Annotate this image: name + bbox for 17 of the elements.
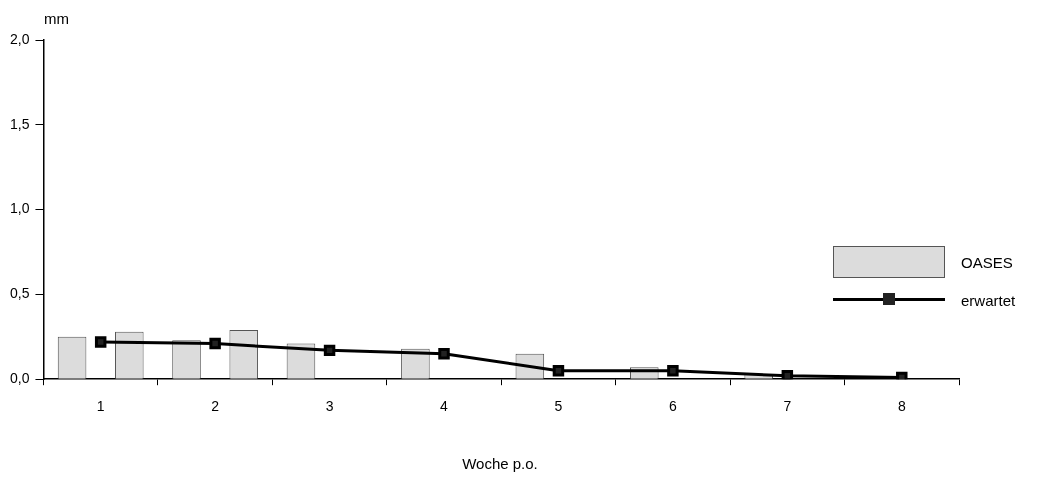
y-tick-label: 0,5 (9, 285, 30, 302)
x-tick-label: 6 (669, 398, 677, 415)
y-tick-label: 0,0 (9, 370, 30, 387)
x-tick-label: 4 (440, 398, 449, 415)
x-tick-label: 3 (325, 398, 334, 415)
y-axis-title: mm (44, 10, 69, 27)
y-tick-label: 2,0 (9, 30, 30, 47)
x-axis-title: Woche p.o. (461, 455, 539, 472)
text: OASES (961, 253, 1013, 271)
y-tick-label: 1,5 (9, 115, 30, 132)
x-tick-label: 2 (211, 398, 220, 415)
text: erwartet (961, 291, 1016, 309)
x-tick-label: 8 (897, 398, 906, 415)
x-tick-label: 7 (783, 398, 792, 415)
x-tick-label: 5 (554, 398, 563, 415)
x-tick-label: 1 (96, 398, 105, 415)
y-tick-label: 1,0 (9, 200, 30, 217)
